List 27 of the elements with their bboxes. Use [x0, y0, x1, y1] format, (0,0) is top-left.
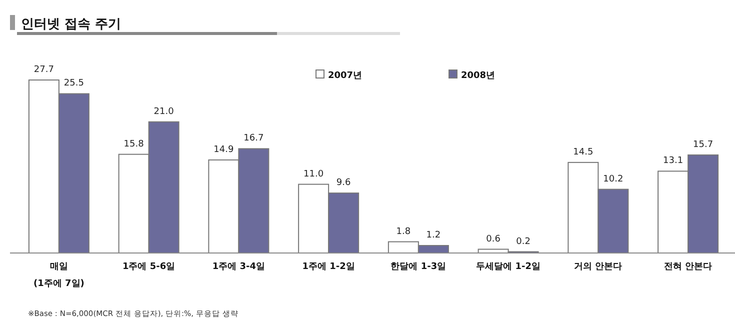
- chart-title: 인터넷 접속 주기: [21, 17, 122, 32]
- data-label: 16.7: [244, 134, 264, 144]
- x-tick-label: 한달에 1-3일: [390, 262, 446, 272]
- data-label: 1.2: [426, 230, 441, 241]
- x-tick-label: 두세달에 1-2일: [476, 262, 541, 272]
- x-tick-label: 1주에 3-4일: [212, 262, 266, 272]
- data-label: 10.2: [603, 174, 624, 184]
- data-label: 0.6: [486, 234, 501, 244]
- data-label: 27.7: [34, 65, 54, 75]
- data-label: 21.0: [154, 106, 174, 117]
- x-tick-label: 전혀 안본다: [664, 262, 712, 272]
- data-label: 25.5: [64, 78, 84, 89]
- x-tick-label: 매일 (1주에 7일): [33, 262, 84, 289]
- legend-label: 2007년: [328, 71, 362, 81]
- x-tick-label: 거의 안본다: [574, 262, 622, 272]
- x-tick-label: 1주에 5-6일: [122, 262, 176, 272]
- data-label: 1.8: [396, 226, 411, 237]
- data-label: 9.6: [336, 178, 351, 188]
- data-label: 13.1: [663, 156, 684, 166]
- x-tick-label: 1주에 1-2일: [302, 262, 355, 272]
- data-label: 14.5: [573, 147, 594, 158]
- legend-label: 2008년: [461, 71, 496, 81]
- data-label: 0.2: [516, 236, 530, 247]
- data-label: 15.7: [693, 140, 714, 150]
- data-label: 15.8: [124, 139, 144, 150]
- data-label: 14.9: [214, 144, 234, 155]
- data-label: 11.0: [304, 169, 324, 180]
